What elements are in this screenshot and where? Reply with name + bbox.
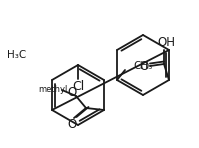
Text: O: O bbox=[67, 118, 77, 131]
Text: O: O bbox=[139, 59, 149, 73]
Text: CH₃: CH₃ bbox=[133, 61, 152, 71]
Text: methyl: methyl bbox=[38, 85, 68, 94]
Text: OH: OH bbox=[157, 37, 175, 49]
Text: H₃C: H₃C bbox=[7, 50, 26, 60]
Text: Cl: Cl bbox=[72, 81, 84, 94]
Text: O: O bbox=[67, 86, 77, 99]
